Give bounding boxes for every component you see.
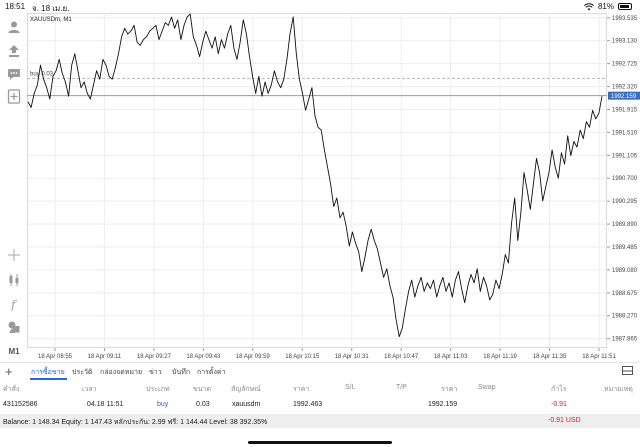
cell-profit: -0.91 xyxy=(551,401,567,408)
col-comment: หมายเหตุ xyxy=(604,386,633,393)
col-sl: S/L xyxy=(345,384,356,391)
cell-order: 431152586 xyxy=(3,401,38,408)
balance-text: Balance: 1 148.34 Equity: 1 147.43 หลักป… xyxy=(3,419,268,426)
tab-history[interactable]: ประวัติ xyxy=(72,369,93,376)
y-tick-label: 1993.535 xyxy=(612,16,638,22)
svg-text:f: f xyxy=(10,298,18,311)
total-profit: -0.91 USD xyxy=(548,417,581,424)
y-tick-label: 1990.295 xyxy=(612,199,638,205)
x-tick-label: 18 Apr 11:19 xyxy=(483,354,517,360)
plot-frame xyxy=(27,13,607,348)
y-tick-label: 1992.320 xyxy=(612,85,638,91)
y-tick-label: 1987.865 xyxy=(612,337,638,343)
cell-symbol: xauusdm xyxy=(232,401,261,408)
account-summary: Balance: 1 148.34 Equity: 1 147.43 หลักป… xyxy=(0,414,640,428)
tab-trade[interactable]: การซื้อขาย xyxy=(31,369,65,376)
x-tick-label: 18 Apr 10:47 xyxy=(384,354,419,360)
col-order: คำสั่ง xyxy=(3,386,20,393)
crosshair-icon[interactable] xyxy=(5,246,23,264)
tab-journal[interactable]: บันทึก xyxy=(172,369,191,376)
y-tick-label: 1989.080 xyxy=(612,268,638,274)
y-tick-label: 1989.485 xyxy=(612,245,638,251)
timeframe-button[interactable]: M1 xyxy=(8,346,20,356)
y-tick-label: 1988.675 xyxy=(612,291,638,297)
y-tick-label: 1993.130 xyxy=(612,39,638,45)
y-tick-label: 1990.700 xyxy=(612,176,638,182)
col-time: เวลา xyxy=(82,386,97,393)
trade-icon[interactable] xyxy=(5,42,23,60)
col-size: ขนาด xyxy=(193,386,212,393)
x-tick-label: 18 Apr 11:35 xyxy=(533,354,567,360)
layout-toggle-icon[interactable] xyxy=(622,366,633,375)
x-tick-label: 18 Apr 09:11 xyxy=(88,354,122,360)
current-price-tag xyxy=(608,91,640,100)
wifi-icon xyxy=(584,2,594,11)
y-tick-label: 1988.270 xyxy=(612,314,638,320)
collapse-icon[interactable]: + xyxy=(5,364,13,379)
account-icon[interactable] xyxy=(5,18,23,36)
tab-mailbox[interactable]: กล่องจดหมาย xyxy=(100,369,143,376)
cell-current-price: 1992.159 xyxy=(428,401,458,408)
price-series-line xyxy=(27,13,603,338)
col-current-price: ราคา xyxy=(441,386,458,393)
y-tick-label: 1989.890 xyxy=(612,222,638,228)
x-tick-label: 18 Apr 11:51 xyxy=(582,354,616,360)
objects-icon[interactable] xyxy=(5,318,23,336)
home-indicator xyxy=(248,441,392,444)
status-date: จ. 18 เม.ย. xyxy=(32,4,70,13)
current-price-label: 1992.159 xyxy=(611,94,637,100)
new-order-icon[interactable] xyxy=(5,87,23,105)
x-tick-label: 18 Apr 09:59 xyxy=(236,354,271,360)
x-tick-label: 18 Apr 09:27 xyxy=(137,354,172,360)
y-tick-label: 1991.105 xyxy=(612,153,638,159)
y-tick-label: 1991.915 xyxy=(612,107,638,113)
y-tick-label: 1992.725 xyxy=(612,62,638,68)
battery-label: 81% xyxy=(597,2,614,11)
cell-time: 04.18 11:51 xyxy=(87,401,124,408)
y-tick-label: 1991.510 xyxy=(612,130,638,136)
x-tick-label: 18 Apr 10:15 xyxy=(285,354,320,360)
col-tp: T/P xyxy=(396,384,407,391)
active-tab-indicator xyxy=(30,378,67,380)
chart-canvas: buy 0.03 1993.535 1993.130 1992.725 1992.32… xyxy=(27,13,640,360)
terminal-tabs: + การซื้อขาย ประวัติ กล่องจดหมาย ข่าว บั… xyxy=(0,362,640,380)
col-swap: Swap xyxy=(478,384,496,391)
x-tick-label: 18 Apr 09:43 xyxy=(186,354,221,360)
cell-type: buy xyxy=(157,401,169,408)
x-tick-label: 18 Apr 08:55 xyxy=(38,354,73,360)
col-symbol: สัญลักษณ์ xyxy=(231,386,261,393)
col-profit: กำไร xyxy=(551,386,567,393)
indicators-icon[interactable]: f xyxy=(5,295,23,313)
tab-news[interactable]: ข่าว xyxy=(149,369,162,376)
symbol-label: XAUUSDm, M1 xyxy=(30,17,72,23)
cell-size: 0.03 xyxy=(196,401,210,408)
x-tick-label: 18 Apr 11:03 xyxy=(434,354,468,360)
cell-price: 1992.463 xyxy=(293,401,323,408)
order-label: buy 0.03 xyxy=(30,71,54,77)
status-time: 18:51 xyxy=(5,2,26,11)
price-chart[interactable]: buy 0.03 1993.535 1993.130 1992.725 1992.32… xyxy=(27,13,640,361)
status-right: 81% xyxy=(584,2,632,11)
chart-type-icon[interactable] xyxy=(5,271,23,289)
left-toolbar: f M1 xyxy=(0,13,27,361)
col-type: ประเภท xyxy=(146,386,170,393)
battery-icon xyxy=(618,3,632,10)
col-price: ราคา xyxy=(293,386,310,393)
x-tick-label: 18 Apr 10:31 xyxy=(335,354,370,360)
status-bar: 18:51 จ. 18 เม.ย. 81% xyxy=(0,0,640,13)
chat-icon[interactable] xyxy=(5,65,23,83)
tab-settings[interactable]: การตั้งค่า xyxy=(197,369,226,376)
